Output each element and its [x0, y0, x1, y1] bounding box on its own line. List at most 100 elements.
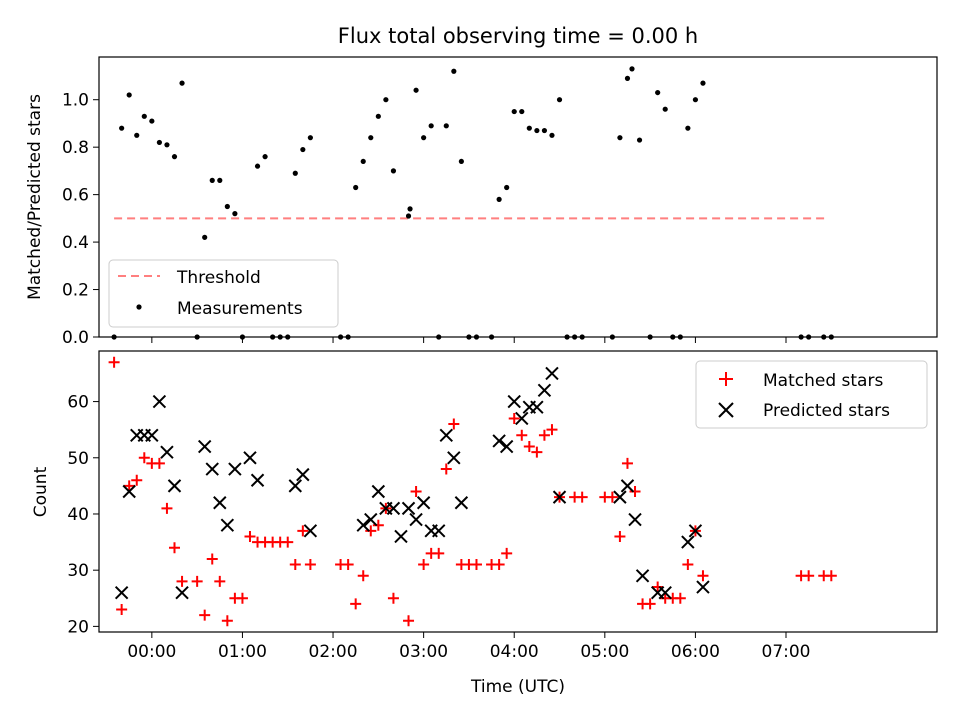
predicted-point [145, 428, 159, 443]
predicted-point [371, 484, 386, 499]
predicted-point [499, 439, 514, 454]
legend-measurements-marker [136, 304, 142, 310]
predicted-point [515, 411, 529, 426]
x-tick-label: 01:00 [218, 642, 267, 662]
predicted-point [205, 462, 219, 476]
matched-point [357, 570, 369, 582]
data-point [126, 92, 132, 98]
ratio-panel: 0.0 0.2 0.4 0.6 0.8 1.0 [62, 66, 834, 348]
data-point [390, 168, 397, 174]
matched-point [652, 581, 664, 593]
ratio-legend-frame [108, 259, 339, 328]
data-point [156, 139, 162, 146]
data-point [629, 66, 635, 72]
matched-point [508, 412, 520, 424]
matched-point [410, 486, 422, 497]
predicted-point [401, 501, 416, 516]
data-point [624, 75, 631, 81]
data-point [134, 132, 140, 138]
predicted-point [243, 451, 257, 465]
legend-predicted-label: Predicted stars [763, 401, 890, 421]
predicted-point [228, 462, 242, 476]
data-point [179, 80, 185, 86]
x-tick-label: 02:00 [309, 642, 358, 662]
predicted-point [545, 366, 559, 381]
predicted-point [635, 569, 650, 583]
legend-measurements-label: Measurements [177, 299, 303, 319]
data-point [375, 113, 381, 119]
data-point [383, 97, 389, 103]
matched-point [546, 424, 558, 436]
predicted-point [530, 400, 544, 414]
predicted-point [386, 501, 401, 516]
predicted-point [356, 518, 370, 532]
predicted-point [439, 428, 453, 443]
matched-point [531, 446, 543, 458]
matched-point [236, 592, 248, 604]
matched-point [606, 491, 618, 503]
predicted-point [122, 484, 136, 499]
data-point [217, 177, 223, 183]
matched-point [697, 570, 709, 582]
data-point [511, 108, 517, 115]
x-tick-label: 07:00 [762, 642, 811, 662]
data-point [636, 137, 643, 143]
matched-point [418, 559, 430, 571]
predicted-point [552, 490, 567, 504]
predicted-point [628, 512, 642, 527]
matched-point [523, 441, 535, 453]
series-predicted-stars [114, 366, 710, 600]
matched-point [206, 553, 218, 565]
predicted-point [613, 490, 627, 504]
matched-point [803, 570, 815, 582]
matched-point [199, 609, 211, 621]
matched-point [629, 486, 641, 497]
data-point [526, 125, 532, 131]
data-point [254, 163, 261, 169]
data-point [443, 123, 449, 129]
data-point [685, 125, 691, 131]
predicted-point [250, 473, 265, 487]
matched-point [297, 525, 309, 537]
predicted-point [658, 585, 672, 600]
y-tick-label: 0.2 [62, 281, 89, 301]
count-panel-frame [98, 350, 938, 633]
y-tick-label: 50 [67, 449, 89, 469]
data-point [307, 135, 313, 141]
matched-point [644, 598, 656, 610]
y-tick-label: 30 [67, 561, 89, 581]
predicted-point [454, 496, 469, 510]
x-tick-label: 00:00 [127, 642, 176, 662]
matched-point [138, 452, 150, 464]
y-tick-label: 40 [67, 505, 89, 525]
matched-point [176, 575, 188, 587]
matched-point [538, 429, 550, 441]
matched-point [372, 519, 384, 531]
data-point [202, 234, 208, 240]
predicted-point [681, 535, 695, 549]
predicted-point [447, 451, 461, 465]
predicted-point [416, 496, 431, 510]
x-tick-label: 03:00 [399, 642, 448, 662]
predicted-point [114, 585, 129, 600]
predicted-point [296, 467, 310, 482]
data-point [413, 87, 419, 93]
data-point [300, 146, 306, 153]
predicted-point [197, 439, 212, 454]
predicted-point [167, 479, 182, 493]
data-point [209, 177, 215, 183]
data-point [171, 154, 178, 160]
matched-point [621, 457, 633, 469]
ratio-panel-frame [98, 56, 938, 338]
predicted-point [303, 524, 318, 538]
data-point [541, 127, 548, 134]
y-tick-label: 0.0 [62, 328, 89, 348]
matched-point [131, 474, 143, 486]
matched-point [123, 480, 135, 492]
data-point [224, 203, 230, 210]
matched-point [161, 502, 173, 514]
matched-point [387, 592, 399, 604]
legend-threshold-label: Threshold [176, 268, 261, 288]
matched-point [576, 491, 588, 503]
matched-point [516, 429, 528, 441]
